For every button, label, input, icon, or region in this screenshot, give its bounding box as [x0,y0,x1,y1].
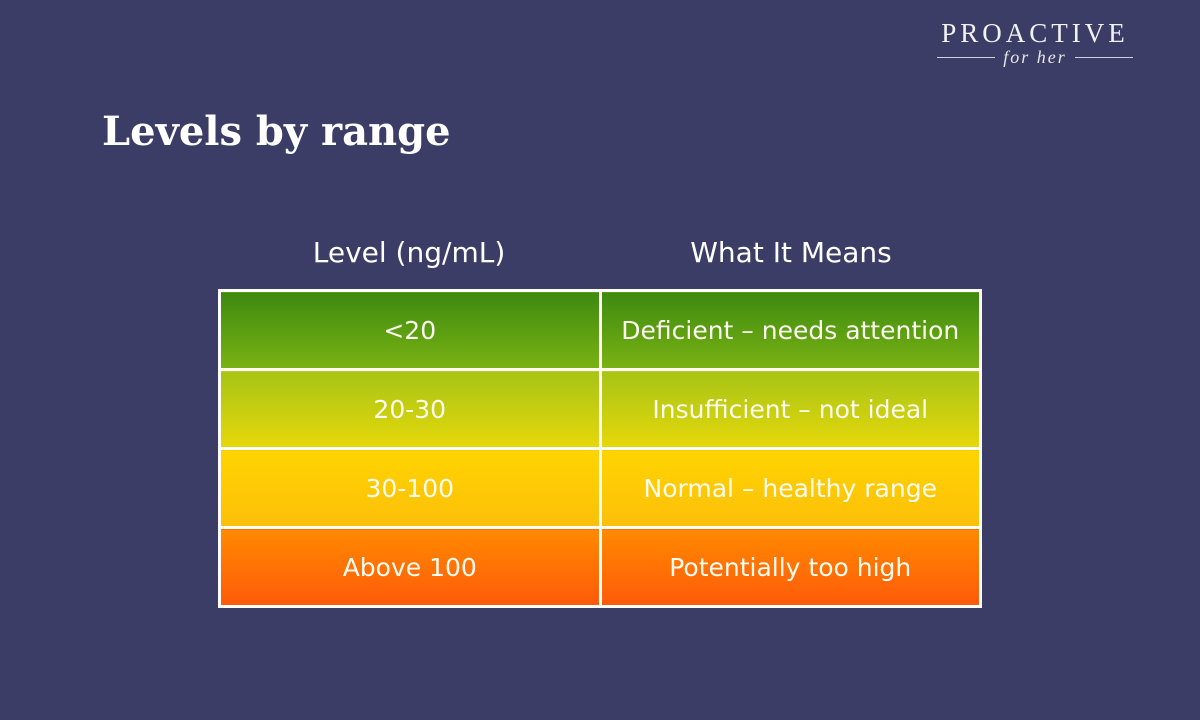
table-cell: Normal – healthy range [598,447,982,529]
table-cell: 20-30 [218,368,602,450]
table-cell: Potentially too high [598,526,982,608]
table-cell: Deficient – needs attention [598,289,982,371]
table-row: 20-30 Insufficient – not ideal [218,368,982,450]
page-title: Levels by range [102,108,451,155]
logo-sub-row: for her [928,47,1142,68]
logo: PROACTIVE for her [928,18,1142,68]
table-row: 30-100 Normal – healthy range [218,447,982,529]
table-row: Above 100 Potentially too high [218,526,982,608]
logo-main: PROACTIVE [941,18,1129,48]
table-cell: Insufficient – not ideal [598,368,982,450]
table-cell: <20 [218,289,602,371]
table-cell: Above 100 [218,526,602,608]
table-row: <20 Deficient – needs attention [218,289,982,371]
table-cell: 30-100 [218,447,602,529]
logo-sub: for her [1003,47,1067,67]
column-header: What It Means [690,236,892,269]
column-header: Level (ng/mL) [312,236,506,269]
levels-table: <20 Deficient – needs attention 20-30 Insuf… [218,289,982,608]
table-headers: Level (ng/mL) What It Means [218,236,982,269]
